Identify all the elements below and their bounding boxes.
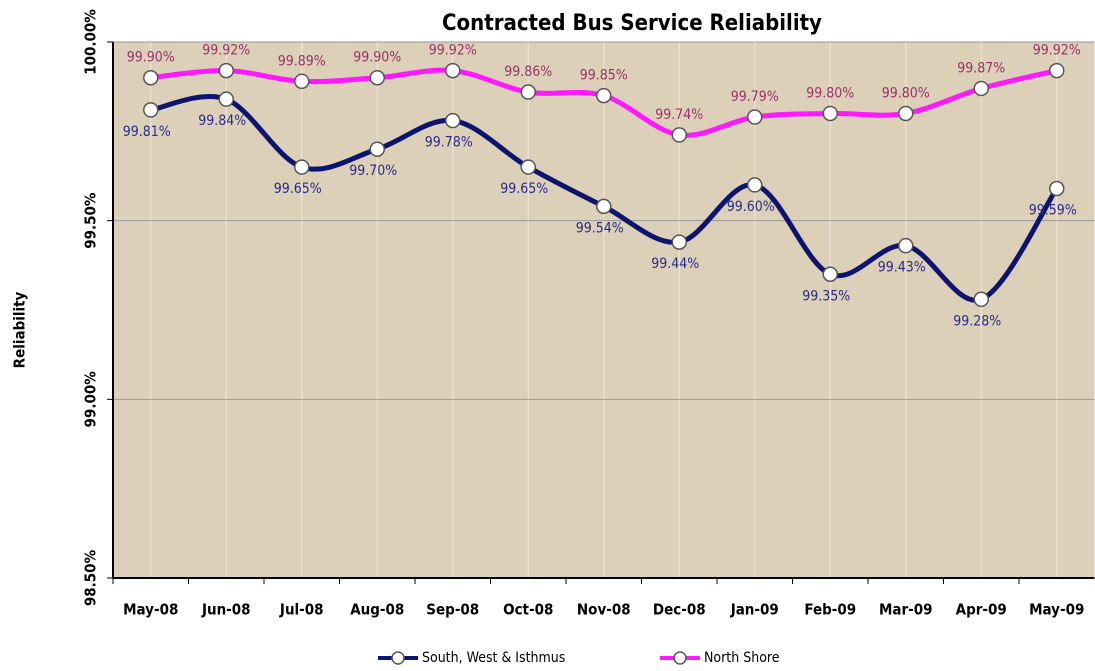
- data-point: [445, 112, 461, 129]
- data-point: [671, 234, 687, 250]
- data-point: [143, 69, 159, 86]
- y-tick-label: 99.50%: [82, 192, 100, 249]
- x-tick-label: May-09: [1029, 601, 1084, 619]
- data-point: [369, 69, 385, 86]
- data-point: [596, 198, 612, 215]
- value-label: 99.81%: [123, 124, 171, 140]
- value-label: 99.92%: [429, 43, 477, 59]
- x-tick-label: Nov-08: [577, 601, 631, 619]
- x-tick-label: Jul-08: [279, 601, 324, 619]
- x-tick-label: Feb-09: [804, 601, 856, 619]
- y-axis-label: Reliability: [11, 291, 29, 368]
- data-point: [898, 237, 914, 254]
- data-point: [671, 127, 687, 143]
- x-tick-label: May-08: [123, 601, 178, 619]
- value-label: 99.59%: [1029, 203, 1077, 219]
- value-label: 99.35%: [802, 288, 850, 304]
- value-label: 99.65%: [274, 181, 322, 197]
- value-label: 99.80%: [882, 85, 930, 101]
- data-point: [1049, 180, 1065, 197]
- data-point: [898, 105, 914, 122]
- x-tick-label: Jun-08: [201, 601, 251, 619]
- value-label: 99.28%: [953, 313, 1001, 329]
- value-label: 99.90%: [353, 50, 401, 66]
- value-label: 99.85%: [580, 68, 628, 84]
- x-tick-label: Aug-08: [350, 601, 404, 619]
- x-tick-label: Apr-09: [956, 601, 1007, 619]
- data-point: [294, 73, 310, 90]
- data-point: [822, 105, 838, 122]
- data-point: [218, 91, 234, 107]
- data-point: [520, 84, 536, 100]
- chart-title: Contracted Bus Service Reliability: [442, 11, 822, 36]
- legend-label: North Shore: [704, 650, 780, 666]
- value-label: 99.89%: [278, 53, 326, 69]
- data-point: [369, 141, 385, 157]
- data-point: [218, 62, 234, 79]
- data-point: [520, 159, 536, 175]
- data-point: [143, 102, 159, 118]
- value-label: 99.43%: [878, 260, 926, 276]
- value-label: 99.84%: [198, 113, 246, 129]
- value-label: 99.44%: [651, 256, 699, 272]
- y-tick-label: 99.00%: [82, 371, 100, 428]
- value-label: 99.92%: [202, 43, 250, 59]
- x-tick-label: Jan-09: [730, 601, 779, 619]
- value-label: 99.78%: [425, 135, 473, 151]
- legend-label: South, West & Isthmus: [422, 650, 565, 666]
- x-tick-label: Oct-08: [503, 601, 553, 619]
- data-point: [973, 291, 989, 308]
- data-point: [596, 87, 612, 104]
- value-label: 99.86%: [504, 64, 552, 80]
- value-label: 99.90%: [127, 50, 175, 66]
- legend-marker: [391, 651, 405, 665]
- data-point: [747, 177, 763, 193]
- legend-marker: [673, 651, 687, 665]
- value-label: 99.80%: [806, 85, 854, 101]
- x-tick-label: Mar-09: [879, 601, 933, 619]
- data-point: [747, 109, 763, 125]
- value-label: 99.54%: [576, 220, 624, 236]
- x-tick-label: Dec-08: [653, 601, 706, 619]
- y-tick-label: 100.00%: [82, 9, 100, 75]
- data-point: [445, 62, 461, 79]
- value-label: 99.92%: [1033, 43, 1081, 59]
- data-point: [1049, 62, 1065, 79]
- x-tick-label: Sep-08: [426, 601, 479, 619]
- value-label: 99.70%: [349, 163, 397, 179]
- value-label: 99.60%: [727, 199, 775, 215]
- data-point: [294, 159, 310, 175]
- data-point: [973, 80, 989, 97]
- value-label: 99.79%: [731, 89, 779, 105]
- value-label: 99.87%: [957, 60, 1005, 76]
- data-point: [822, 266, 838, 283]
- y-tick-label: 98.50%: [82, 549, 100, 606]
- value-label: 99.74%: [655, 107, 703, 123]
- value-label: 99.65%: [500, 181, 548, 197]
